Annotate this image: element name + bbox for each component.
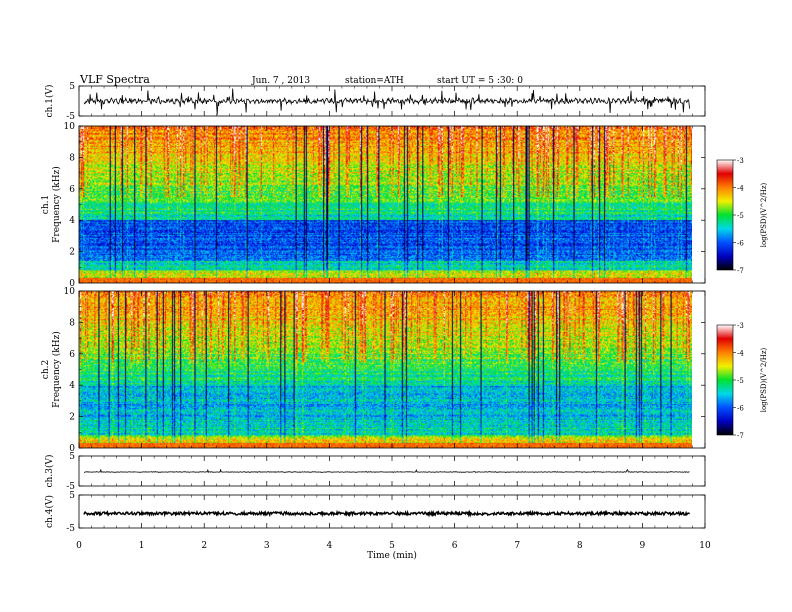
- y-tick-label: 0: [69, 279, 75, 289]
- waveform-ch1: [83, 88, 690, 116]
- x-tick-label: 8: [577, 541, 583, 551]
- y-tick-label: 2: [69, 413, 75, 423]
- y-tick-label: 8: [69, 318, 75, 328]
- colorbar-tick-label: -4: [737, 185, 744, 193]
- x-tick-label: 2: [201, 541, 207, 551]
- colorbar: [716, 324, 734, 436]
- x-tick-label: 1: [139, 541, 145, 551]
- x-tick-label: 10: [699, 541, 711, 551]
- colorbar-label: log(PSD)(V^2/Hz): [760, 347, 768, 412]
- y-tick-label: 10: [64, 122, 76, 132]
- colorbar-tick-label: -7: [737, 267, 744, 275]
- figure-title: VLF Spectra: [80, 73, 150, 86]
- y-tick-label: 5: [69, 491, 75, 501]
- y-tick-label: 5: [69, 82, 75, 92]
- x-tick-label: 7: [514, 541, 520, 551]
- colorbar-tick-label: -5: [737, 377, 744, 385]
- colorbar-tick-label: -5: [737, 212, 744, 220]
- y-tick-label: -5: [66, 524, 75, 534]
- y-axis-label: ch.3(V): [44, 455, 55, 488]
- start-time-label: start UT = 5 :30: 0: [437, 76, 523, 86]
- x-axis-label: Time (min): [367, 550, 417, 561]
- colorbar-tick-label: -7: [737, 432, 744, 440]
- colorbar-tick-label: -4: [737, 350, 744, 358]
- y-tick-label: 10: [64, 287, 76, 297]
- waveform-ch3: [83, 468, 690, 473]
- y-axis-label-channel: ch.2: [41, 360, 51, 379]
- y-tick-label: 5: [69, 452, 75, 462]
- x-tick-label: 3: [264, 541, 270, 551]
- date-label: Jun. 7 , 2013: [252, 76, 311, 86]
- y-tick-label: 0: [69, 444, 75, 454]
- spectrogram-image-ch1: [79, 126, 692, 283]
- x-tick-label: 5: [389, 541, 395, 551]
- y-tick-label: 2: [69, 248, 75, 258]
- colorbar-label: log(PSD)(V^2/Hz): [760, 182, 768, 247]
- colorbar: [716, 159, 734, 271]
- colorbar-tick-label: -3: [737, 157, 744, 165]
- y-axis-label-frequency: Frequency (kHz): [51, 331, 62, 408]
- colorbar-tick-label: -6: [737, 405, 744, 413]
- y-tick-label: -5: [66, 482, 75, 492]
- x-tick-label: 0: [76, 541, 82, 551]
- y-tick-label: 8: [69, 153, 75, 163]
- y-tick-label: 6: [69, 350, 75, 360]
- spectrogram-image-ch2: [79, 291, 692, 448]
- y-tick-label: -5: [66, 112, 75, 122]
- x-tick-label: 6: [452, 541, 458, 551]
- y-tick-label: 4: [69, 216, 75, 226]
- y-axis-label: ch.1(V): [44, 85, 55, 118]
- y-axis-label-channel: ch.1: [41, 195, 51, 214]
- waveform-ch4: [83, 509, 691, 518]
- station-label: station=ATH: [345, 76, 404, 86]
- y-tick-label: 6: [69, 185, 75, 195]
- x-tick-label: 9: [640, 541, 646, 551]
- y-tick-label: 4: [69, 381, 75, 391]
- colorbar-tick-label: -6: [737, 240, 744, 248]
- x-tick-label: 4: [327, 541, 333, 551]
- colorbar-tick-label: -3: [737, 322, 744, 330]
- y-axis-label: ch.4(V): [44, 495, 55, 528]
- y-axis-label-frequency: Frequency (kHz): [51, 166, 62, 243]
